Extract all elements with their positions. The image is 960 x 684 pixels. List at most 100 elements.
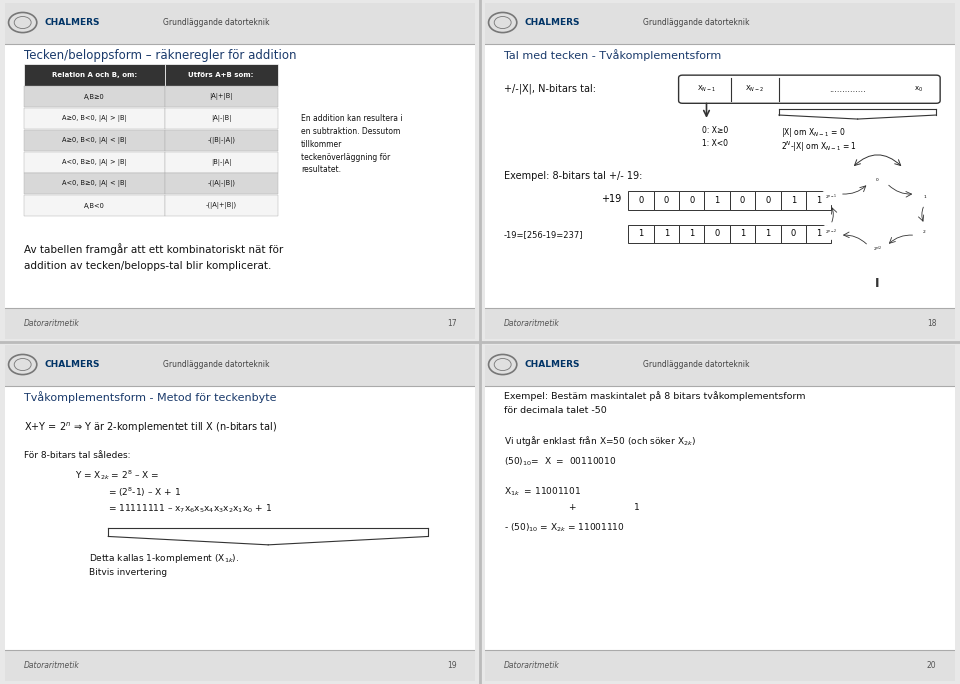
- Text: = (2$^8$-1) – X + 1: = (2$^8$-1) – X + 1: [108, 486, 181, 499]
- FancyBboxPatch shape: [165, 173, 277, 194]
- FancyBboxPatch shape: [485, 345, 955, 681]
- Circle shape: [914, 224, 935, 239]
- Text: +/-|X|, N-bitars tal:: +/-|X|, N-bitars tal:: [504, 83, 595, 94]
- Text: $2^{n-2}$: $2^{n-2}$: [825, 227, 837, 237]
- Text: 1: 1: [924, 195, 925, 199]
- Text: CHALMERS: CHALMERS: [45, 18, 100, 27]
- Text: 20: 20: [926, 661, 936, 670]
- FancyBboxPatch shape: [654, 191, 679, 209]
- Text: (50)$_{10}$=  X  =  00110010: (50)$_{10}$= X = 00110010: [504, 456, 616, 468]
- Text: CHALMERS: CHALMERS: [525, 18, 580, 27]
- Text: Tal med tecken - Tvåkomplementsform: Tal med tecken - Tvåkomplementsform: [504, 49, 721, 62]
- FancyBboxPatch shape: [730, 191, 756, 209]
- FancyBboxPatch shape: [5, 345, 475, 681]
- Circle shape: [867, 242, 888, 256]
- FancyBboxPatch shape: [165, 108, 277, 129]
- FancyBboxPatch shape: [780, 191, 806, 209]
- FancyBboxPatch shape: [165, 152, 277, 172]
- FancyBboxPatch shape: [5, 308, 475, 339]
- Text: Grundläggande datorteknik: Grundläggande datorteknik: [643, 18, 750, 27]
- FancyBboxPatch shape: [24, 173, 165, 194]
- Text: Tecken/beloppsform – räkneregler för addition: Tecken/beloppsform – räkneregler för add…: [24, 49, 296, 62]
- Text: Tvåkomplementsform - Metod för teckenbyte: Tvåkomplementsform - Metod för teckenbyt…: [24, 391, 276, 404]
- Text: 0: 0: [689, 196, 694, 205]
- Text: Vi utgår enklast från X=50 (och söker X$_{2k}$): Vi utgår enklast från X=50 (och söker X$…: [504, 434, 696, 448]
- FancyBboxPatch shape: [24, 195, 165, 216]
- Text: X$_{N-1}$: X$_{N-1}$: [697, 84, 716, 94]
- Text: 0: 0: [714, 229, 720, 238]
- FancyBboxPatch shape: [756, 224, 780, 243]
- Text: -19=[256-19=237]: -19=[256-19=237]: [504, 230, 583, 239]
- Text: X$_{N-2}$: X$_{N-2}$: [745, 84, 764, 94]
- FancyBboxPatch shape: [24, 108, 165, 129]
- Text: - (50)$_{10}$ = X$_{2k}$ = 11001110: - (50)$_{10}$ = X$_{2k}$ = 11001110: [504, 521, 624, 534]
- FancyBboxPatch shape: [806, 224, 831, 243]
- Text: Relation A och B, om:: Relation A och B, om:: [52, 72, 136, 78]
- FancyBboxPatch shape: [165, 64, 277, 86]
- FancyBboxPatch shape: [679, 75, 940, 103]
- Text: +19: +19: [601, 194, 621, 205]
- Circle shape: [914, 190, 935, 205]
- FancyBboxPatch shape: [654, 224, 679, 243]
- FancyBboxPatch shape: [165, 195, 277, 216]
- Text: 1: 1: [663, 229, 669, 238]
- FancyBboxPatch shape: [485, 650, 955, 681]
- FancyBboxPatch shape: [165, 130, 277, 151]
- Text: Exempel: Bestäm maskintalet på 8 bitars tvåkomplementsform: Exempel: Bestäm maskintalet på 8 bitars …: [504, 391, 805, 401]
- FancyBboxPatch shape: [679, 191, 705, 209]
- Text: Detta kallas 1-komplement (X$_{1k}$).: Detta kallas 1-komplement (X$_{1k}$).: [89, 551, 240, 564]
- Circle shape: [821, 224, 841, 239]
- Text: 2: 2: [924, 230, 925, 234]
- FancyBboxPatch shape: [485, 308, 955, 339]
- Text: 0: 0: [663, 196, 669, 205]
- Text: 0: 0: [765, 196, 771, 205]
- FancyBboxPatch shape: [5, 3, 475, 44]
- Circle shape: [821, 190, 841, 205]
- Text: I: I: [876, 277, 879, 290]
- FancyBboxPatch shape: [628, 224, 654, 243]
- Text: CHALMERS: CHALMERS: [525, 360, 580, 369]
- Text: A,B<0: A,B<0: [84, 202, 105, 209]
- Text: 1: 1: [689, 229, 694, 238]
- Text: Av tabellen framgår att ett kombinatoriskt nät för
addition av tecken/belopps-ta: Av tabellen framgår att ett kombinatoris…: [24, 243, 283, 271]
- FancyBboxPatch shape: [628, 191, 654, 209]
- Text: 18: 18: [927, 319, 936, 328]
- Text: Y = X$_{2k}$ = 2$^8$ – X =: Y = X$_{2k}$ = 2$^8$ – X =: [75, 468, 159, 482]
- Text: Bitvis invertering: Bitvis invertering: [89, 568, 168, 577]
- FancyBboxPatch shape: [5, 650, 475, 681]
- Text: = 11111111 – x$_7$x$_6$x$_5$x$_4$x$_3$x$_2$x$_1$x$_0$ + 1: = 11111111 – x$_7$x$_6$x$_5$x$_4$x$_3$x$…: [108, 503, 273, 516]
- FancyBboxPatch shape: [5, 345, 475, 386]
- FancyBboxPatch shape: [485, 3, 955, 44]
- Text: Datoraritmetik: Datoraritmetik: [504, 319, 560, 328]
- FancyBboxPatch shape: [485, 345, 955, 386]
- Text: -(|A|-|B|): -(|A|-|B|): [207, 181, 235, 187]
- Text: 1: X<0: 1: X<0: [702, 139, 728, 148]
- FancyBboxPatch shape: [730, 224, 756, 243]
- Text: Datoraritmetik: Datoraritmetik: [504, 661, 560, 670]
- Text: 19: 19: [446, 661, 456, 670]
- Text: 0: 0: [638, 196, 643, 205]
- Text: 1: 1: [816, 229, 822, 238]
- FancyBboxPatch shape: [24, 130, 165, 151]
- Text: för decimala talet -50: för decimala talet -50: [504, 406, 607, 415]
- Text: $2^{n-1}$: $2^{n-1}$: [825, 193, 837, 202]
- Text: CHALMERS: CHALMERS: [45, 360, 100, 369]
- Text: 17: 17: [446, 319, 456, 328]
- Text: +                    1: + 1: [569, 503, 640, 512]
- Text: Grundläggande datorteknik: Grundläggande datorteknik: [643, 360, 750, 369]
- Text: 2$^N$-|X| om X$_{N-1}$ = 1: 2$^N$-|X| om X$_{N-1}$ = 1: [781, 139, 857, 154]
- Text: A<0, B≥0, |A| < |B|: A<0, B≥0, |A| < |B|: [61, 181, 127, 187]
- Text: A<0, B≥0, |A| > |B|: A<0, B≥0, |A| > |B|: [61, 159, 127, 166]
- Circle shape: [867, 172, 888, 187]
- Text: ..............: ..............: [829, 85, 866, 94]
- Text: $2^{n/2}$: $2^{n/2}$: [873, 245, 882, 254]
- FancyBboxPatch shape: [485, 3, 955, 339]
- FancyBboxPatch shape: [705, 224, 730, 243]
- Text: 0: 0: [876, 178, 879, 182]
- Text: Datoraritmetik: Datoraritmetik: [24, 319, 80, 328]
- Text: |A|+|B|: |A|+|B|: [209, 93, 233, 101]
- Text: Datoraritmetik: Datoraritmetik: [24, 661, 80, 670]
- Text: 0: X≥0: 0: X≥0: [702, 126, 728, 135]
- FancyBboxPatch shape: [756, 191, 780, 209]
- FancyBboxPatch shape: [679, 224, 705, 243]
